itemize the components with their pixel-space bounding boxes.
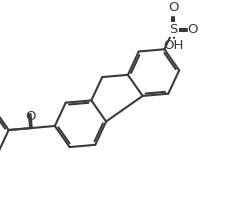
Text: O: O (26, 110, 36, 123)
Text: OH: OH (164, 39, 184, 52)
Text: S: S (169, 23, 178, 36)
Text: O: O (168, 1, 179, 14)
Text: O: O (188, 23, 198, 36)
